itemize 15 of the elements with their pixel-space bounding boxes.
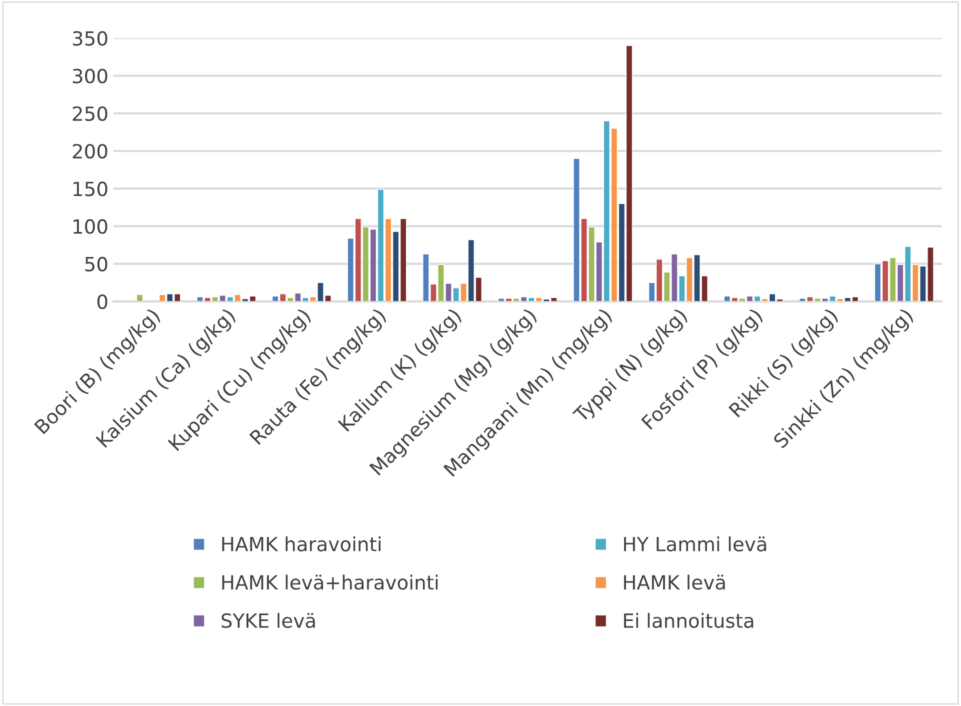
y-tick-label: 350 bbox=[72, 31, 108, 46]
bar bbox=[136, 294, 144, 302]
y-tick-label: 100 bbox=[74, 219, 108, 234]
legend-label: SYKE levä bbox=[222, 612, 315, 628]
legend-label: HAMK haravointi bbox=[222, 536, 380, 552]
y-tick-label: 50 bbox=[85, 256, 108, 272]
legend-label: HAMK levä bbox=[624, 574, 725, 590]
y-tick-label: 200 bbox=[72, 144, 108, 159]
y-tick-label: 300 bbox=[72, 68, 108, 84]
y-tick-label: 150 bbox=[74, 182, 108, 196]
y-tick-label: 250 bbox=[72, 106, 108, 122]
y-tick-label: 0 bbox=[97, 294, 108, 310]
legend-label: Ei lannoitusta bbox=[624, 612, 754, 628]
legend-label: HY Lammi levä bbox=[624, 536, 766, 552]
legend-label: HAMK levä+haravointi bbox=[222, 574, 438, 590]
